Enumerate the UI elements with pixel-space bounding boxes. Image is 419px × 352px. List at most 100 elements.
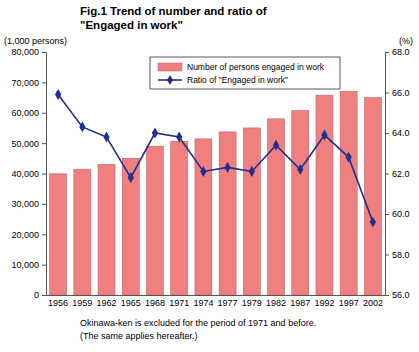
tick-label: 1992 xyxy=(314,298,334,308)
bar xyxy=(50,174,67,295)
title: Fig.1 Trend of number and ratio of xyxy=(80,5,267,17)
marker xyxy=(297,164,303,175)
tick-label: 58.0 xyxy=(392,250,410,260)
y-axis: 0 10,000 20,000 30,000 40,000 50,000 60,000 70,… xyxy=(11,47,46,300)
tick: 10,000 xyxy=(11,260,46,270)
tick-label: 66.0 xyxy=(392,88,410,98)
bar xyxy=(364,98,381,295)
tick-label: 1968 xyxy=(145,298,165,308)
tick-label: 60.0 xyxy=(392,209,410,219)
bar xyxy=(122,158,139,295)
tick: 56.0 xyxy=(385,290,410,300)
tick: 1956 xyxy=(48,295,68,308)
tick: 1982 xyxy=(266,295,286,308)
tick-mark xyxy=(42,174,46,175)
marks xyxy=(50,89,382,295)
bar xyxy=(268,119,285,295)
tick-mark xyxy=(42,52,46,53)
tick-label: 1962 xyxy=(97,298,117,308)
tick-label: 1982 xyxy=(266,298,286,308)
axis-title: (%) xyxy=(399,36,413,46)
tick: 1974 xyxy=(193,295,213,308)
bar xyxy=(316,95,333,295)
tick-mark xyxy=(42,295,46,296)
tick-label: 80,000 xyxy=(11,47,39,57)
tick: 20,000 xyxy=(11,230,46,240)
tick-label: 70,000 xyxy=(11,78,39,88)
tick-mark xyxy=(42,82,46,83)
marker xyxy=(176,132,182,143)
tick: 70,000 xyxy=(11,78,46,88)
marker xyxy=(273,140,279,151)
tick-label: 10,000 xyxy=(11,260,39,270)
bar xyxy=(74,169,91,295)
tick: 1977 xyxy=(218,295,238,308)
bar xyxy=(292,111,309,295)
tick-mark xyxy=(42,204,46,205)
tick: 80,000 xyxy=(11,47,46,57)
tick-mark xyxy=(385,174,389,175)
tick: 64.0 xyxy=(385,128,410,138)
tick-mark xyxy=(385,52,389,53)
tick: 40,000 xyxy=(11,169,46,179)
tick: 2002 xyxy=(363,295,383,308)
tick: 0 xyxy=(34,290,46,300)
tick-mark xyxy=(385,214,389,215)
tick-label: 1977 xyxy=(218,298,238,308)
tick-label: 1974 xyxy=(193,298,213,308)
annotation: (The same applies hereafter.) xyxy=(80,331,198,341)
bar xyxy=(340,91,357,295)
tick: 1992 xyxy=(314,295,334,308)
annotation: Okinawa-ken is excluded for the period o… xyxy=(80,318,316,328)
bar xyxy=(219,132,236,295)
tick-label: 1959 xyxy=(72,298,92,308)
legend-label: Ratio of "Engaged in work" xyxy=(187,75,288,85)
marker xyxy=(370,217,376,228)
marker xyxy=(79,121,85,132)
tick-label: 62.0 xyxy=(392,169,410,179)
legend-label: Number of persons engaged in work xyxy=(187,62,325,72)
axis-title: (1,000 persons) xyxy=(4,36,67,46)
legend: Number of persons engaged in work Ratio o… xyxy=(150,57,340,89)
tick-label: 56.0 xyxy=(392,290,410,300)
tick-label: 40,000 xyxy=(11,169,39,179)
tick: 1997 xyxy=(339,295,359,308)
tick-label: 30,000 xyxy=(11,199,39,209)
tick: 60,000 xyxy=(11,108,46,118)
marker xyxy=(346,152,352,163)
axis-line xyxy=(386,53,390,296)
tick-mark xyxy=(385,255,389,256)
tick-mark xyxy=(42,113,46,114)
tick-mark xyxy=(385,133,389,134)
tick-mark xyxy=(385,93,389,94)
chart: Fig.1 Trend of number and ratio of"Engag… xyxy=(0,0,419,352)
legend-swatch xyxy=(158,63,182,71)
tick: 1959 xyxy=(72,295,92,308)
marker xyxy=(200,166,206,177)
tick-label: 0 xyxy=(34,290,39,300)
tick: 1962 xyxy=(97,295,117,308)
bar xyxy=(171,141,188,295)
tick: 1965 xyxy=(121,295,141,308)
y2-axis: 56.058.060.062.064.066.068.0 xyxy=(385,47,410,300)
bar xyxy=(243,128,260,295)
tick-label: 2002 xyxy=(363,298,383,308)
marker xyxy=(55,89,61,100)
marker xyxy=(103,132,109,143)
tick: 66.0 xyxy=(385,88,410,98)
axis-line xyxy=(42,53,47,296)
legend-box xyxy=(150,57,340,89)
plot: 0 10,000 20,000 30,000 40,000 50,000 60,000 70,… xyxy=(11,47,409,308)
tick-mark xyxy=(42,265,46,266)
tick-label: 1979 xyxy=(242,298,262,308)
tick-mark xyxy=(42,234,46,235)
tick: 62.0 xyxy=(385,169,410,179)
tick: 1968 xyxy=(145,295,165,308)
marker xyxy=(249,166,255,177)
tick: 1979 xyxy=(242,295,262,308)
tick: 58.0 xyxy=(385,250,410,260)
tick: 1971 xyxy=(169,295,189,308)
legend-swatch xyxy=(167,75,173,85)
tick: 30,000 xyxy=(11,199,46,209)
tick-label: 50,000 xyxy=(11,139,39,149)
